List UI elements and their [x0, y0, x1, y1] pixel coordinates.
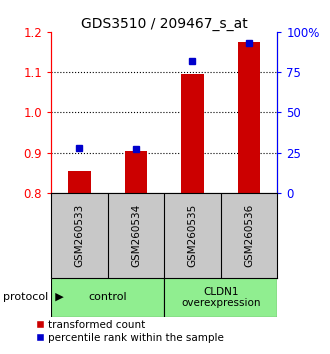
- Bar: [51, 278, 164, 317]
- Bar: [238, 42, 260, 193]
- Bar: [164, 278, 277, 317]
- Bar: [125, 151, 147, 193]
- Text: GSM260534: GSM260534: [131, 204, 141, 267]
- Text: control: control: [88, 292, 127, 302]
- Title: GDS3510 / 209467_s_at: GDS3510 / 209467_s_at: [81, 17, 248, 31]
- Bar: [68, 171, 91, 193]
- Bar: [181, 74, 204, 193]
- Text: protocol  ▶: protocol ▶: [3, 292, 64, 302]
- Text: CLDN1
overexpression: CLDN1 overexpression: [181, 286, 260, 308]
- Text: GSM260533: GSM260533: [74, 204, 84, 267]
- Text: GSM260536: GSM260536: [244, 204, 254, 267]
- Legend: transformed count, percentile rank within the sample: transformed count, percentile rank withi…: [32, 315, 228, 347]
- Text: GSM260535: GSM260535: [187, 204, 197, 267]
